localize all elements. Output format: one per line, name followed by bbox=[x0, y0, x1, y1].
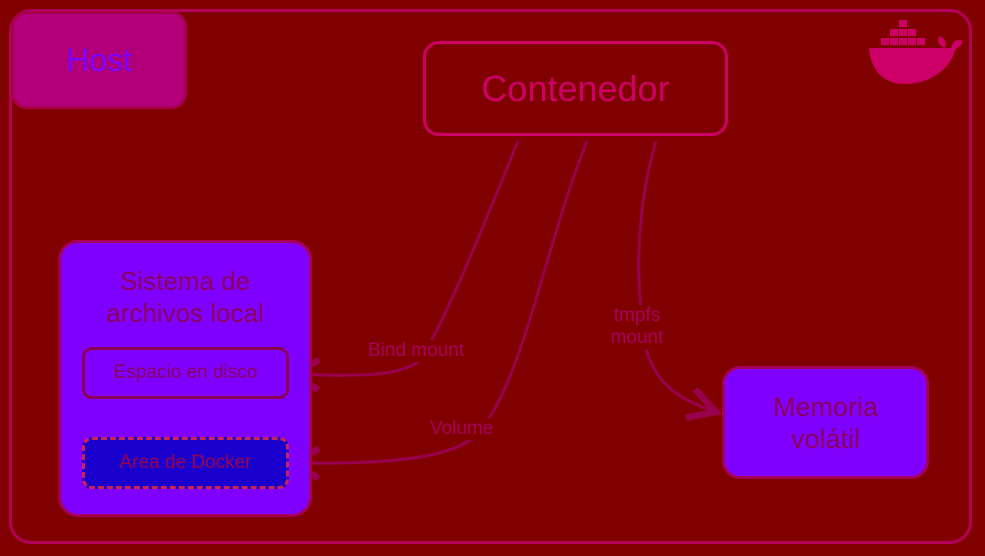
tmpfs-label-line1: tmpfs bbox=[613, 305, 661, 326]
tmpfs-label-line2: mount bbox=[610, 327, 664, 348]
docker-area-node: Area de Docker bbox=[82, 437, 289, 489]
memory-label-line2: volátil bbox=[790, 423, 861, 454]
filesystem-title: Sistema de archivos local bbox=[61, 265, 309, 329]
tmpfs-mount-label: tmpfs mount bbox=[606, 305, 668, 349]
tmpfs-connector bbox=[637, 140, 716, 412]
memory-label-line1: Memoria bbox=[772, 391, 879, 422]
memory-label: Memoria volátil bbox=[773, 391, 878, 455]
docker-whale-icon bbox=[865, 18, 965, 88]
bind-mount-label: Bind mount bbox=[368, 340, 465, 362]
volume-label: Volume bbox=[430, 418, 494, 440]
docker-area-label: Area de Docker bbox=[119, 452, 252, 473]
container-label: Contenedor bbox=[481, 67, 670, 109]
filesystem-title-line1: Sistema de bbox=[119, 266, 251, 296]
host-label: Host bbox=[66, 41, 132, 78]
disk-space-node: Espacio en disco bbox=[82, 347, 289, 399]
disk-space-label: Espacio en disco bbox=[113, 362, 258, 383]
host-frame bbox=[9, 9, 972, 544]
filesystem-title-line2: archivos local bbox=[106, 298, 264, 328]
volatile-memory-node: Memoria volátil bbox=[722, 366, 929, 479]
host-label-box: Host bbox=[11, 11, 187, 109]
volume-connector bbox=[292, 140, 589, 463]
container-node: Contenedor bbox=[423, 41, 728, 136]
